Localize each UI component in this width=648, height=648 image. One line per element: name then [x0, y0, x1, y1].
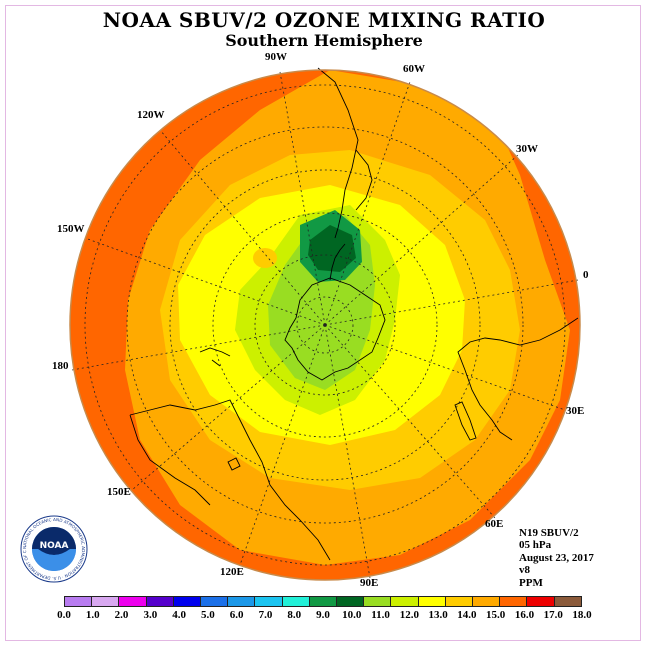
- info-level: 05 hPa: [519, 539, 552, 552]
- lon-label-30E: 30E: [566, 405, 585, 417]
- logo-text: NOAA: [40, 541, 69, 551]
- meridian-150E: [131, 324, 326, 491]
- colorbar-tick-label: 7.0: [258, 609, 273, 621]
- lon-label-150W: 150W: [57, 223, 85, 235]
- colorbar-tick-label: 1.0: [85, 609, 100, 621]
- colorbar-swatch-4: [173, 597, 202, 606]
- lon-label-90W: 90W: [265, 51, 287, 63]
- colorbar-tick-label: 3.0: [143, 609, 158, 621]
- coastline-antarctic-peninsula: [329, 243, 346, 281]
- colorbar-swatch-10: [337, 597, 365, 606]
- latitude-circle-60S: [212, 212, 438, 438]
- lon-label-120E: 120E: [220, 566, 244, 578]
- colorbar-tick-label: 11.0: [371, 609, 390, 621]
- colorbar-tick-label: 9.0: [316, 609, 330, 621]
- figure-frame: [5, 5, 641, 641]
- coastline-madagascar: [454, 401, 477, 441]
- contour-9: [308, 225, 356, 272]
- colorbar-swatch-2: [119, 597, 147, 606]
- lon-label-60W: 60W: [403, 63, 425, 75]
- colorbar-swatch-3: [146, 597, 174, 606]
- lon-label-30W: 30W: [516, 143, 538, 155]
- map-subtitle: Southern Hemisphere: [225, 31, 423, 50]
- colorbar-tick-label: 17.0: [543, 609, 563, 621]
- info-satellite: N19 SBUV/2: [519, 527, 579, 539]
- colorbar-ticks: 0.0 1.0 2.0 3.0 4.0 5.0 6.0 7.0 8.0 9.0 10.0 11.0 12…: [0, 609, 648, 623]
- colorbar-swatch-0: [65, 597, 93, 606]
- colorbar-swatch-7: [255, 597, 283, 606]
- info-block: N19 SBUV/2 05 hPa August 23, 2017 v8 PPM: [519, 527, 594, 589]
- colorbar-swatch-8: [282, 597, 310, 606]
- lon-label-120W: 120W: [137, 109, 165, 121]
- colorbar-tick-label: 6.0: [229, 609, 244, 621]
- colorbar-tick-label: 5.0: [201, 609, 215, 621]
- noaa-logo: NATIONAL OCEANIC AND ATMOSPHERIC ADMINIS…: [20, 515, 88, 583]
- latitude-circle-40S: [126, 126, 524, 524]
- colorbar: [64, 596, 582, 607]
- colorbar-swatch-9: [309, 597, 338, 606]
- coastline-australia: [129, 399, 331, 561]
- coastline-south-america: [317, 67, 373, 239]
- latitude-circle-80S: [296, 296, 354, 354]
- info-date: August 23, 2017: [519, 551, 594, 564]
- coastline-new-zealand: [199, 347, 231, 367]
- coastline-antarctica: [284, 277, 386, 381]
- colorbar-tick-label: 4.0: [172, 609, 186, 621]
- colorbar-tick-label: 0.0: [57, 609, 71, 621]
- lon-label-0: 0: [583, 269, 589, 281]
- lon-label-180: 180: [52, 360, 69, 372]
- colorbar-swatch-12: [391, 597, 419, 606]
- info-version: v8: [519, 564, 530, 577]
- colorbar-tick-label: 2.0: [114, 609, 129, 621]
- contour-13-patch: [253, 248, 277, 268]
- lon-label-60E: 60E: [485, 518, 504, 530]
- coastline-tasmania: [227, 457, 241, 471]
- colorbar-swatch-16: [500, 597, 528, 606]
- colorbar-tick-label: 14.0: [457, 609, 477, 621]
- lon-label-150E: 150E: [107, 486, 131, 498]
- latitude-circle-70S: [254, 254, 396, 396]
- colorbar-tick-label: 15.0: [486, 609, 506, 621]
- latitude-circle-30S: [84, 84, 566, 566]
- colorbar-swatch-11: [364, 597, 392, 606]
- latitude-circle-50S: [169, 169, 481, 481]
- colorbar-swatch-6: [228, 597, 256, 606]
- colorbar-swatch-13: [418, 597, 446, 606]
- colorbar-swatch-17: [527, 597, 555, 606]
- colorbar-tick-label: 18.0: [572, 609, 592, 621]
- colorbar-tick-label: 13.0: [428, 609, 448, 621]
- info-units: PPM: [519, 576, 543, 589]
- map-title: NOAA SBUV/2 OZONE MIXING RATIO: [102, 8, 546, 32]
- colorbar-swatch-18: [554, 597, 581, 606]
- colorbar-swatch-15: [473, 597, 501, 606]
- colorbar-tick-label: 10.0: [342, 609, 362, 621]
- colorbar-swatch-1: [92, 597, 120, 606]
- coastline-africa: [457, 317, 579, 441]
- colorbar-swatch-14: [445, 597, 474, 606]
- lon-label-90E: 90E: [360, 577, 379, 589]
- colorbar-tick-label: 12.0: [399, 609, 419, 621]
- map-border: [69, 69, 581, 581]
- colorbar-swatch-5: [201, 597, 229, 606]
- colorbar-tick-label: 16.0: [514, 609, 535, 621]
- colorbar-tick-label: 8.0: [287, 609, 302, 621]
